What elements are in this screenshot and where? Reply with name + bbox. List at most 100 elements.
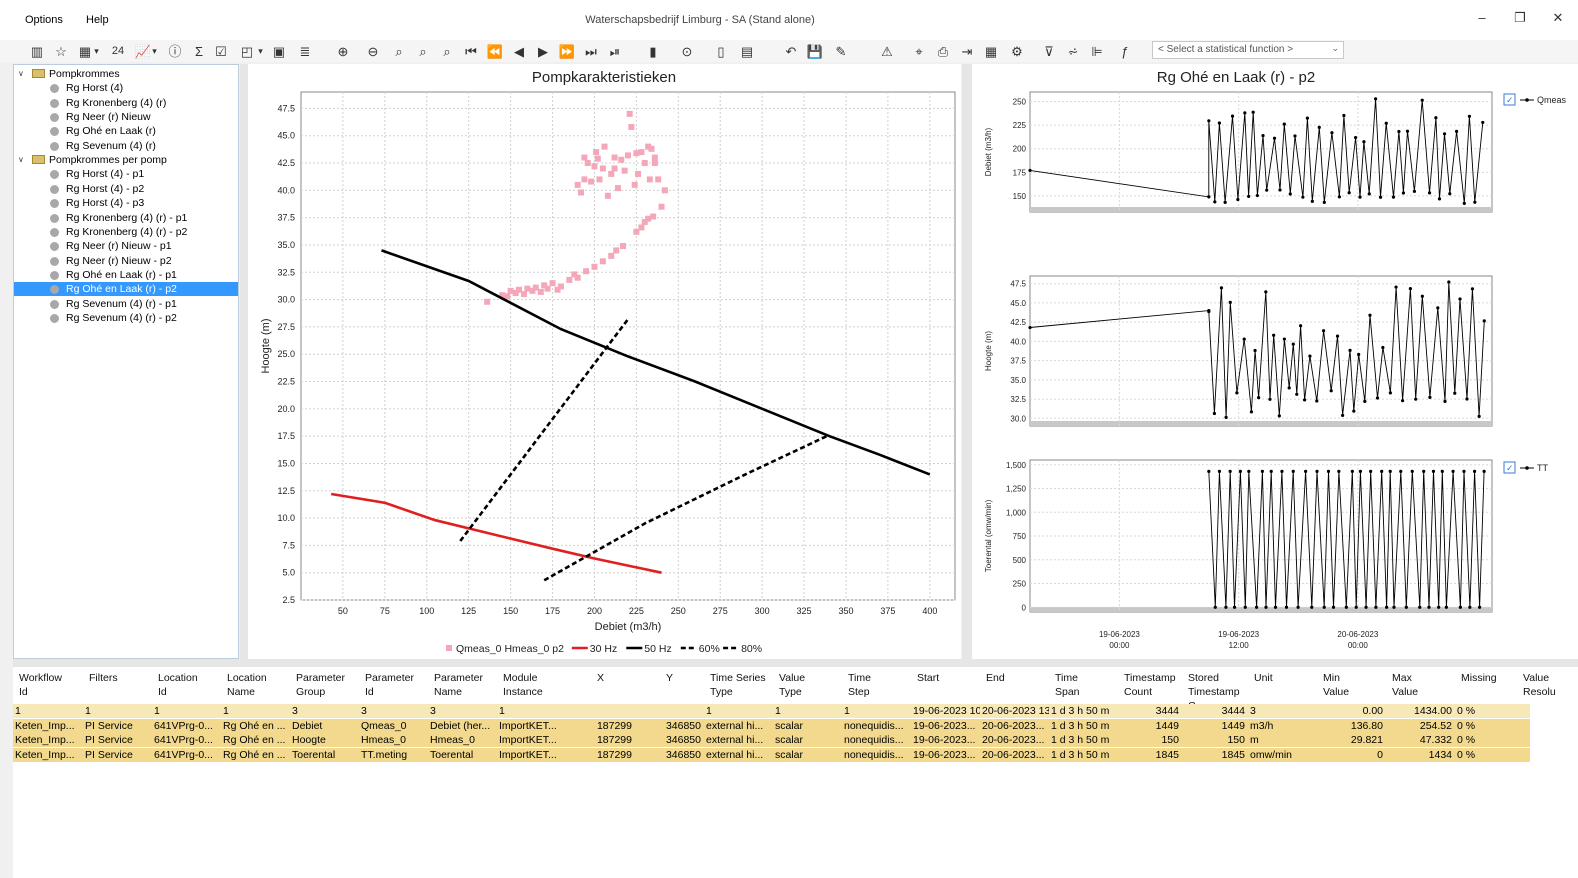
tree-item[interactable]: Rg Sevenum (4) (r) - p1 — [14, 297, 238, 311]
histogram-icon[interactable]: ▦ — [984, 44, 998, 59]
horizontal-splitter[interactable] — [13, 659, 1578, 667]
location-tree[interactable]: ∨ Pompkrommes Rg Horst (4) Rg Kronenberg (4… — [13, 64, 239, 659]
tree-item[interactable]: Rg Kronenberg (4) (r) - p1 — [14, 211, 238, 225]
column-header[interactable]: Module Instance — [503, 672, 543, 698]
graph-icon[interactable]: 📈 — [134, 44, 152, 59]
close-button[interactable]: ✕ — [1552, 10, 1564, 25]
paste-icon[interactable]: ▤ — [740, 44, 754, 59]
column-header[interactable]: Timestamp Count — [1124, 672, 1176, 698]
column-header[interactable]: Time Series Type — [710, 672, 766, 698]
info-icon[interactable]: ⓘ — [168, 44, 182, 59]
marker-icon[interactable]: ▮ — [649, 44, 657, 59]
time-step-value[interactable]: 24 — [111, 45, 125, 57]
statistical-function-select[interactable]: < Select a statistical function > ⌄ — [1152, 41, 1344, 59]
zoom-in-icon[interactable]: ⊕ — [337, 44, 349, 59]
tree-item[interactable]: Rg Horst (4) - p1 — [14, 167, 238, 181]
tree-item[interactable]: Rg Neer (r) Nieuw - p2 — [14, 254, 238, 268]
copy-icon[interactable]: ▯ — [717, 44, 725, 59]
tree-item[interactable]: Rg Kronenberg (4) (r) — [14, 96, 238, 110]
table-row[interactable]: Keten_Imp... PI Service 641VPrg-0... Rg Ohé… — [13, 733, 1530, 747]
dropdown-arrow-icon[interactable]: ▾ — [94, 46, 99, 56]
column-header[interactable]: Workflow Id — [19, 672, 62, 698]
column-header[interactable]: Time Step — [848, 672, 871, 698]
table-row[interactable]: Keten_Imp... PI Service 641VPrg-0... Rg Ohé… — [13, 718, 1530, 733]
zoom-fit-icon[interactable]: ⌕ — [395, 44, 403, 59]
column-header[interactable]: Min Value — [1323, 672, 1350, 698]
column-header[interactable]: Parameter Group — [296, 672, 346, 698]
tree-item[interactable]: Rg Neer (r) Nieuw — [14, 110, 238, 124]
tree-item[interactable]: Rg Horst (4) - p3 — [14, 196, 238, 210]
table-summary-row[interactable]: 1 1 1 1 3 3 3 1 1 1 1 19-06-2023 10 20-06-2023 13 1 d… — [13, 704, 1530, 718]
undo-icon[interactable]: ↶ — [785, 44, 797, 59]
tree-item[interactable]: Rg Kronenberg (4) (r) - p2 — [14, 225, 238, 239]
tree-folder[interactable]: ∨ Pompkrommes — [14, 67, 238, 81]
columns-icon[interactable]: ⊫ — [1091, 44, 1103, 59]
menu-help[interactable]: Help — [86, 14, 109, 26]
stamp-icon[interactable]: ⊙ — [681, 44, 693, 59]
dropdown-arrow-icon[interactable]: ▾ — [152, 46, 157, 56]
favorite-icon[interactable]: ☆ — [55, 44, 67, 59]
filter-icon[interactable]: ⊽ — [1044, 44, 1054, 59]
next-icon[interactable]: ▶ — [538, 44, 548, 59]
menu-options[interactable]: Options — [25, 14, 63, 26]
zoom-next-icon[interactable]: ⌕ — [443, 44, 451, 59]
table-row[interactable]: Keten_Imp... PI Service 641VPrg-0... Rg Ohé… — [13, 747, 1530, 762]
column-header[interactable]: Time Span — [1055, 672, 1080, 698]
minimize-button[interactable]: – — [1478, 10, 1486, 25]
fast-forward-icon[interactable]: ⏩ — [558, 44, 576, 59]
save-icon[interactable]: 💾 — [806, 44, 824, 59]
column-header[interactable]: Missing — [1461, 672, 1497, 684]
tree-item[interactable]: Rg Sevenum (4) (r) — [14, 139, 238, 153]
select-icon[interactable]: ◰ — [240, 44, 254, 59]
export-icon[interactable]: ⇥ — [961, 44, 973, 59]
dropdown-arrow-icon[interactable]: ▾ — [258, 46, 263, 56]
area-chart-icon[interactable]: ⩫ — [1067, 44, 1079, 59]
tree-item[interactable]: Rg Horst (4) — [14, 81, 238, 95]
column-header[interactable]: Filters — [89, 672, 118, 684]
column-header[interactable]: Value Resolu — [1523, 672, 1556, 698]
zoom-box-icon[interactable]: ▣ — [272, 44, 286, 59]
column-header[interactable]: Max Value — [1392, 672, 1419, 698]
zoom-prev-icon[interactable]: ⌕ — [419, 44, 427, 59]
sort-icon[interactable]: ≣ — [299, 44, 311, 59]
column-header[interactable]: Parameter Name — [434, 672, 484, 698]
expand-chevron-icon[interactable]: ∨ — [18, 69, 24, 78]
zoom-out-icon[interactable]: ⊖ — [367, 44, 379, 59]
column-header[interactable]: Value Type — [779, 672, 806, 698]
tree-item[interactable]: Rg Horst (4) - p2 — [14, 182, 238, 196]
column-header[interactable]: X — [596, 672, 604, 684]
settings-icon[interactable]: ⚙ — [1011, 44, 1023, 59]
print-icon[interactable]: ⎙ — [937, 44, 949, 59]
tree-item[interactable]: Rg Ohé en Laak (r) - p1 — [14, 268, 238, 282]
tree-folder[interactable]: ∨ Pompkrommes per pomp — [14, 153, 238, 167]
column-header[interactable]: Y — [665, 672, 673, 684]
layout-icon[interactable]: ▥ — [30, 44, 44, 59]
edit-icon[interactable]: ✎ — [835, 44, 847, 59]
vertical-splitter-right[interactable] — [962, 64, 972, 659]
pump-characteristics-chart[interactable]: Pompkarakteristieken 50 75 100 125 150 175 200 2… — [248, 64, 961, 659]
tree-item[interactable]: Rg Ohé en Laak (r) - p2 — [14, 282, 238, 297]
vertical-splitter[interactable] — [240, 64, 248, 659]
column-header[interactable]: Unit — [1254, 672, 1273, 684]
first-icon[interactable]: ⏮ — [465, 44, 477, 59]
last-icon[interactable]: ⏭ — [585, 44, 597, 59]
rewind-icon[interactable]: ⏪ — [486, 44, 504, 59]
warning-icon[interactable]: ⚠ — [881, 44, 893, 59]
checklist-icon[interactable]: ☑ — [215, 44, 227, 59]
column-header[interactable]: End — [986, 672, 1005, 684]
prev-icon[interactable]: ◀ — [514, 44, 524, 59]
column-header[interactable]: Location Id — [158, 672, 198, 698]
function-icon[interactable]: ƒ — [1121, 44, 1129, 59]
tree-item[interactable]: Rg Neer (r) Nieuw - p1 — [14, 239, 238, 253]
column-header[interactable]: Location Name — [227, 672, 267, 698]
timeseries-chart[interactable]: Rg Ohé en Laak (r) - p2 150 175 200 225 250 De… — [972, 64, 1578, 659]
column-header[interactable]: Start — [917, 672, 940, 684]
restore-button[interactable]: ❐ — [1514, 10, 1526, 25]
analysis-icon[interactable]: ⌖ — [915, 44, 923, 59]
expand-chevron-icon[interactable]: ∨ — [18, 155, 24, 165]
legend-checkbox[interactable] — [1503, 93, 1516, 106]
sum-icon[interactable]: Σ — [194, 44, 204, 59]
table-icon[interactable]: ▦ — [78, 44, 92, 59]
legend-checkbox[interactable] — [1503, 461, 1516, 474]
column-header[interactable]: Stored Timestamp C — [1188, 672, 1240, 712]
